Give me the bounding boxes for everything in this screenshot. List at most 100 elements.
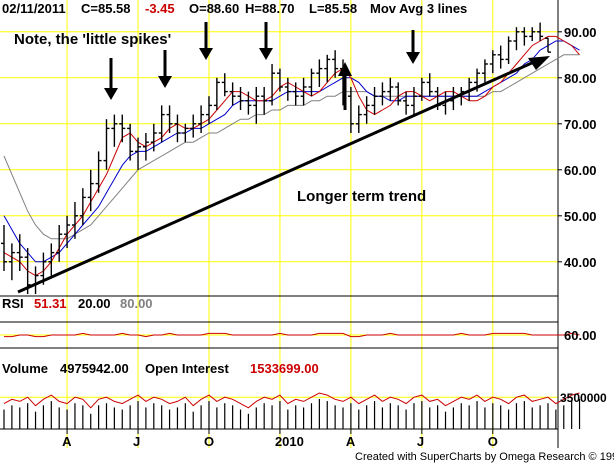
- ohlc-bar: [276, 68, 283, 92]
- ohlc-bar: [395, 82, 402, 106]
- slow-moving-average: [3, 54, 580, 240]
- ohlc-bar: [182, 123, 189, 143]
- spike-arrow: [199, 22, 213, 60]
- ohlc-bar: [166, 105, 173, 133]
- time-tick-label: 2010: [275, 434, 304, 449]
- ohlc-bar: [16, 234, 23, 271]
- ohlc-bar: [150, 123, 157, 152]
- open-interest-value: 1533699.00: [250, 361, 319, 376]
- rsi-tick-label: 60.00: [564, 328, 597, 343]
- price-tick-label: 70.00: [564, 117, 597, 132]
- time-tick-label: O: [488, 434, 498, 449]
- ohlc-bar: [545, 37, 551, 53]
- ohlc-bar: [158, 105, 165, 143]
- spike-arrow: [406, 30, 420, 64]
- ohlc-bar: [363, 96, 370, 124]
- volume-value: 4975942.00: [60, 361, 129, 376]
- ohlc-bar: [95, 151, 102, 193]
- price-tick-label: 50.00: [564, 209, 597, 224]
- rsi-value: 51.31: [34, 296, 67, 311]
- trend-annotation: Longer term trend: [297, 188, 426, 205]
- ohlc-bar: [142, 133, 149, 161]
- ohlc-bar: [505, 36, 512, 64]
- volume-tick-label: 3500000: [560, 391, 607, 405]
- header-open: O=88.60: [189, 1, 239, 16]
- volume-label: Volume: [2, 361, 48, 376]
- spike-arrows: [104, 22, 420, 110]
- header-study: Mov Avg 3 lines: [370, 1, 467, 16]
- ohlc-bar: [426, 73, 433, 97]
- ohlc-bar: [111, 114, 118, 147]
- rsi-high: 80.00: [120, 296, 153, 311]
- ohlc-bar: [489, 50, 496, 74]
- ohlc-bar: [135, 137, 142, 170]
- ohlc-bar: [245, 91, 252, 115]
- header-date: 02/11/2011: [2, 1, 66, 16]
- time-tick-label: A: [346, 434, 356, 449]
- y-axis-ticks: 90.00 80.00 70.00 60.00 50.00 40.00 60.00 35000…: [558, 25, 607, 405]
- ohlc-bar: [8, 243, 15, 281]
- ohlc-bar: [324, 54, 331, 83]
- header-change: -3.45: [145, 1, 175, 16]
- ohlc-bar: [229, 82, 236, 106]
- ohlc-bar: [79, 188, 86, 225]
- ohlc-bar: [253, 87, 260, 124]
- ohlc-bar: [1, 225, 7, 271]
- ohlc-bar: [521, 27, 528, 46]
- ohlc-bar: [537, 22, 544, 41]
- header-low: L=85.58: [309, 1, 357, 16]
- mid-ma-line: [3, 40, 580, 263]
- time-tick-label: J: [417, 434, 424, 449]
- ohlc-bar: [332, 50, 339, 78]
- ohlc-bar: [371, 87, 378, 115]
- ohlc-bar: [87, 169, 94, 212]
- ohlc-bar: [513, 27, 520, 51]
- rsi-line: [4, 332, 580, 338]
- footer-credit: Created with SuperCharts by Omega Resear…: [355, 451, 614, 463]
- ohlc-bar: [198, 105, 205, 133]
- ohlc-bar: [48, 243, 55, 276]
- ohlc-bar: [221, 73, 228, 97]
- spike-arrow: [259, 22, 273, 60]
- ohlc-bar: [269, 64, 276, 106]
- price-tick-label: 90.00: [564, 25, 597, 40]
- trend-arrow: [17, 56, 550, 294]
- ohlc-bar: [418, 77, 425, 101]
- open-interest-line: [3, 392, 580, 409]
- ohlc-bar: [127, 123, 134, 161]
- fast-ma-line: [3, 35, 580, 277]
- header-high: H=88.70: [245, 1, 295, 16]
- ohlc-bar: [316, 59, 323, 87]
- price-tick-label: 80.00: [564, 71, 597, 86]
- mid-moving-average: [3, 40, 580, 263]
- rsi-polyline: [4, 332, 580, 338]
- open-interest-label: Open Interest: [145, 361, 229, 376]
- ohlc-bar: [410, 87, 417, 115]
- ohlc-bar: [379, 82, 386, 106]
- ohlc-bar: [119, 114, 126, 143]
- ohlc-bar: [403, 91, 410, 115]
- spike-arrow-up: [338, 62, 352, 110]
- ohlc-bar: [529, 27, 536, 41]
- x-axis-ticks: A J O 2010 A J O: [62, 429, 498, 449]
- ohlc-bar: [261, 87, 268, 115]
- header-close: C=85.58: [81, 1, 131, 16]
- ohlc-bar: [481, 59, 488, 83]
- ohlc-bar: [292, 82, 299, 106]
- ohlc-bar: [174, 114, 181, 143]
- ohlc-bar: [284, 77, 291, 101]
- ohlc-bar: [213, 77, 220, 110]
- ohlc-bar: [387, 77, 394, 101]
- ohlc-bar: [56, 225, 63, 262]
- oi-polyline: [3, 392, 580, 409]
- ohlc-bar: [300, 77, 307, 106]
- slow-ma-line: [3, 54, 580, 240]
- ohlc-bar: [205, 96, 212, 124]
- rsi-label: RSI: [2, 296, 24, 311]
- rsi-low: 20.00: [78, 296, 111, 311]
- ohlc-bar: [308, 68, 315, 97]
- ohlc-bar: [347, 87, 354, 133]
- ohlc-bar: [71, 202, 78, 239]
- spike-arrow: [104, 58, 118, 100]
